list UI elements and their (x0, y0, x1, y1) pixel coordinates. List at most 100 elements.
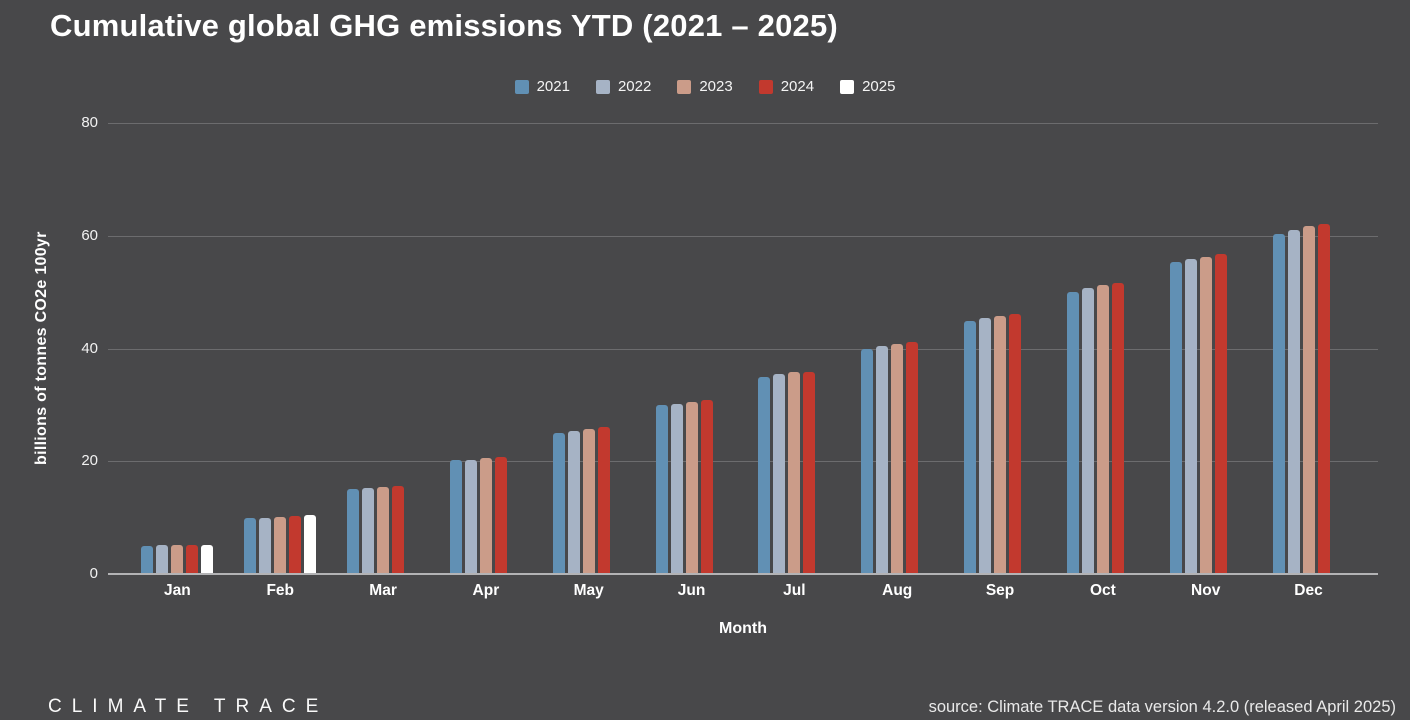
x-tick-label-Apr: Apr (472, 582, 500, 599)
bar-group-Jul: Jul (743, 123, 846, 599)
legend-swatch-2021 (514, 79, 529, 94)
bars-Feb (244, 515, 317, 574)
climate-trace-logo: CLIMATE TRACE (48, 696, 329, 717)
bar-Dec-2022 (1287, 229, 1300, 574)
bar-group-May: May (537, 123, 640, 599)
bar-group-Mar: Mar (332, 123, 435, 599)
bar-Sep-2022 (979, 318, 992, 574)
y-tick-label-40: 40 (81, 339, 98, 357)
legend-label-2024: 2024 (780, 78, 815, 95)
bar-May-2021 (552, 433, 565, 574)
bar-group-Feb: Feb (229, 123, 332, 599)
bar-May-2022 (567, 430, 580, 574)
bar-Mar-2022 (362, 487, 375, 574)
bar-group-Apr: Apr (434, 123, 537, 599)
gridline-40 (108, 348, 1378, 350)
bar-Oct-2023 (1096, 285, 1109, 574)
bars-Nov (1169, 254, 1242, 574)
bar-Mar-2023 (377, 487, 390, 574)
bar-group-Dec: Dec (1257, 123, 1360, 599)
bar-group-Nov: Nov (1154, 123, 1257, 599)
x-axis-title: Month (719, 620, 767, 637)
bar-Oct-2024 (1111, 282, 1124, 574)
bar-Aug-2024 (906, 341, 919, 574)
bar-Mar-2024 (392, 485, 405, 574)
legend: 2021 2022 2023 2024 2025 (0, 78, 1410, 95)
bar-Jun-2023 (685, 402, 698, 574)
bar-Jul-2024 (803, 371, 816, 574)
bar-Apr-2021 (449, 460, 462, 574)
legend-item-2022: 2022 (595, 78, 652, 95)
legend-swatch-2022 (595, 79, 610, 94)
bars-Sep (964, 313, 1036, 574)
bar-Aug-2022 (876, 346, 889, 574)
bar-Apr-2022 (464, 459, 477, 574)
bars-Dec (1272, 223, 1345, 574)
plot-area: 0 20 40 60 80 Jan Feb Mar Apr May Jun Jul Aug Sep Oct… (81, 114, 1378, 599)
bars-Mar (347, 485, 419, 574)
bar-Feb-2022 (259, 517, 272, 574)
x-tick-label-Aug: Aug (882, 582, 913, 599)
bar-Nov-2022 (1184, 259, 1197, 574)
legend-label-2023: 2023 (699, 78, 733, 95)
gridline-60 (108, 235, 1378, 237)
bar-Sep-2023 (994, 316, 1007, 574)
bar-Jun-2024 (700, 399, 713, 574)
bar-Feb-2021 (244, 518, 257, 574)
bar-Sep-2021 (964, 320, 977, 574)
legend-item-2021: 2021 (514, 78, 570, 95)
bar-group-Jan: Jan (126, 123, 229, 599)
x-tick-label-Dec: Dec (1294, 582, 1323, 599)
bar-Apr-2024 (494, 456, 507, 574)
x-tick-label-May: May (573, 582, 604, 599)
x-tick-label-Jun: Jun (677, 582, 706, 599)
bar-Jul-2022 (773, 374, 786, 574)
bar-Nov-2023 (1199, 257, 1212, 574)
bars-Apr (449, 456, 522, 574)
y-tick-label-0: 0 (89, 565, 98, 582)
bars-May (552, 427, 625, 574)
y-tick-label-60: 60 (81, 226, 98, 244)
bars-Jan (141, 544, 214, 574)
x-tick-label-Feb: Feb (266, 582, 295, 599)
legend-swatch-2024 (758, 79, 773, 94)
bar-May-2023 (582, 428, 595, 574)
bars-Aug (861, 341, 933, 574)
bar-Jul-2021 (758, 376, 771, 574)
legend-swatch-2023 (677, 79, 692, 94)
legend-label-2022: 2022 (617, 78, 652, 95)
legend-item-2025: 2025 (840, 78, 895, 95)
y-tick-label-80: 80 (81, 114, 98, 131)
bars-Jun (655, 399, 728, 574)
gridline-20 (108, 461, 1378, 463)
x-tick-label-Jan: Jan (164, 582, 191, 599)
bar-group-Sep: Sep (949, 123, 1052, 599)
bar-group-Jun: Jun (640, 123, 743, 599)
bar-Oct-2021 (1066, 292, 1079, 574)
bars-Oct (1066, 282, 1139, 574)
bar-Jul-2023 (788, 371, 801, 574)
bar-Dec-2023 (1302, 225, 1315, 574)
y-tick-label-20: 20 (81, 452, 98, 470)
bar-Mar-2021 (347, 488, 360, 574)
legend-swatch-2025 (840, 79, 855, 94)
x-tick-label-Nov: Nov (1191, 582, 1221, 599)
bar-Feb-2025 (304, 515, 317, 574)
legend-item-2024: 2024 (758, 78, 815, 95)
bar-Jan-2024 (186, 544, 199, 574)
x-axis-line (108, 573, 1378, 575)
bar-groups: Jan Feb Mar Apr May Jun Jul Aug Sep Oct Nov Dec (126, 123, 1360, 599)
bar-Dec-2021 (1272, 234, 1285, 574)
source-attribution: source: Climate TRACE data version 4.2.0… (928, 698, 1396, 716)
x-tick-label-Mar: Mar (369, 582, 397, 599)
bar-Apr-2023 (479, 458, 492, 574)
bar-Jan-2023 (171, 545, 184, 574)
legend-item-2023: 2023 (677, 78, 733, 95)
bar-Jan-2021 (141, 545, 154, 574)
bars-Jul (758, 371, 830, 574)
bar-Aug-2021 (861, 348, 874, 574)
bar-May-2024 (597, 427, 610, 574)
bar-Nov-2024 (1214, 254, 1227, 574)
bar-Feb-2023 (274, 517, 287, 574)
